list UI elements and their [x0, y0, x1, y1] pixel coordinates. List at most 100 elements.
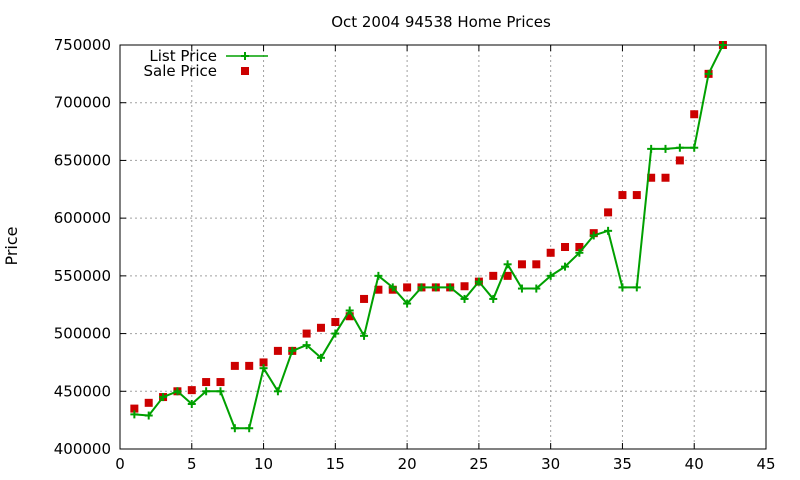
sale-price-point [517, 260, 526, 269]
y-axis-label: Price [2, 226, 21, 265]
sale-price-point [245, 361, 254, 370]
list-price-point [561, 262, 570, 271]
legend-label-list-price: List Price [149, 47, 217, 65]
y-tick-label: 400000 [54, 440, 111, 458]
list-price-point [360, 331, 369, 340]
list-price-point [403, 299, 412, 308]
x-tick-label: 20 [398, 455, 417, 473]
list-price-point [589, 231, 598, 240]
sale-price-point [216, 378, 225, 387]
list-price-point [216, 387, 225, 396]
x-tick-label: 30 [541, 455, 560, 473]
list-price-point [187, 399, 196, 408]
sale-price-point [360, 294, 369, 303]
sale-price-point [632, 191, 641, 200]
x-tick-label: 5 [187, 455, 197, 473]
sale-price-point [316, 323, 325, 332]
sale-price-point [331, 318, 340, 327]
sale-price-point [489, 271, 498, 280]
sale-price-point [374, 285, 383, 294]
list-price-point [316, 353, 325, 362]
list-price-point [446, 283, 455, 292]
x-axis-ticks: 0 5 10 15 20 25 30 35 40 45 [115, 45, 776, 473]
x-tick-label: 35 [613, 455, 632, 473]
legend-label-sale-price: Sale Price [144, 62, 217, 80]
y-tick-label: 450000 [54, 382, 111, 400]
y-tick-label: 600000 [54, 209, 111, 227]
list-price-point [144, 411, 153, 420]
list-price-point [259, 364, 268, 373]
sale-price-point [532, 260, 541, 269]
list-price-point [546, 271, 555, 280]
sale-price-point [546, 248, 555, 257]
list-price-point [532, 284, 541, 293]
list-price-point [704, 69, 713, 78]
list-price-point [345, 306, 354, 315]
y-axis-ticks: 400000 450000 500000 550000 600000 650000 7000… [54, 36, 766, 458]
x-tick-label: 45 [756, 455, 775, 473]
legend: List Price Sale Price [144, 47, 268, 80]
list-price-point [130, 410, 139, 419]
sale-price-point [647, 173, 656, 182]
y-tick-label: 750000 [54, 36, 111, 54]
list-price-point [632, 283, 641, 292]
sale-price-point [144, 398, 153, 407]
list-price-point [575, 248, 584, 257]
list-price-point [230, 424, 239, 433]
x-tick-label: 0 [115, 455, 125, 473]
y-tick-label: 550000 [54, 267, 111, 285]
sale-price-point [273, 346, 282, 355]
sale-price-point [302, 329, 311, 338]
list-price-point [374, 271, 383, 280]
list-price-point [288, 346, 297, 355]
list-price-point [718, 41, 727, 49]
sale-price-point [259, 358, 268, 367]
list-price-point [604, 226, 613, 235]
plot-border [119, 44, 767, 450]
sale-price-point [690, 110, 699, 119]
series-layer [130, 41, 727, 433]
sale-price-point [460, 282, 469, 291]
x-tick-label: 10 [254, 455, 273, 473]
sale-price-point [618, 191, 627, 200]
sale-price-point [503, 271, 512, 280]
list-price-point [245, 424, 254, 433]
sale-price-point [661, 173, 670, 182]
legend-list-price-marker [241, 52, 249, 60]
legend-sale-price-marker [241, 67, 249, 75]
list-price-point [647, 144, 656, 153]
sale-price-point [230, 361, 239, 370]
list-price-point [489, 294, 498, 303]
y-tick-label: 700000 [54, 94, 111, 112]
chart-title: Oct 2004 94538 Home Prices [331, 13, 551, 31]
sale-price-point [604, 208, 613, 217]
x-tick-label: 25 [469, 455, 488, 473]
list-price-point [331, 329, 340, 338]
list-price-line [134, 44, 724, 430]
list-price-point [202, 387, 211, 396]
list-price-point [474, 277, 483, 286]
x-tick-label: 15 [326, 455, 345, 473]
list-price-point [503, 260, 512, 269]
x-tick-label: 40 [685, 455, 704, 473]
list-price-point [431, 283, 440, 292]
y-tick-label: 650000 [54, 151, 111, 169]
sale-price-point [202, 378, 211, 387]
list-price-point [690, 143, 699, 152]
sale-price-point [187, 386, 196, 395]
list-price-point [173, 387, 182, 396]
list-price-point [159, 393, 168, 402]
list-price-point [388, 283, 397, 292]
sale-price-point [403, 283, 412, 292]
sale-price-point [345, 312, 354, 321]
list-price-point [302, 341, 311, 350]
sale-price-point [575, 243, 584, 251]
list-price-point [675, 143, 684, 152]
list-price-point [273, 387, 282, 396]
sale-price-point [675, 156, 684, 165]
list-price-point [417, 283, 426, 292]
sale-price-point [561, 243, 570, 251]
list-price-point [661, 144, 670, 153]
sale-price-point [130, 404, 139, 413]
